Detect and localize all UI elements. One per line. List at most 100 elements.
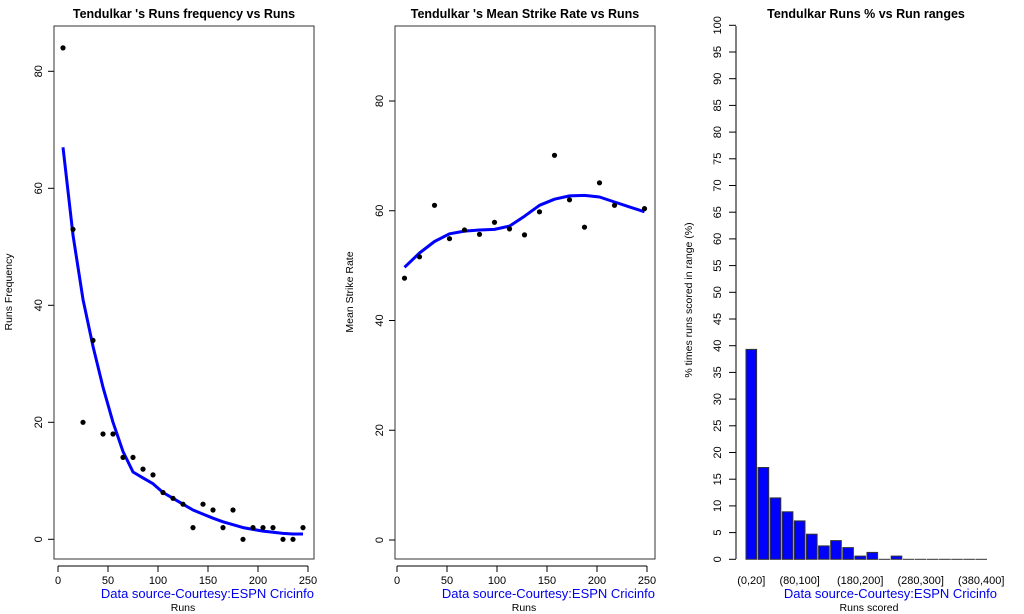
x-tick-label: (80,100] [780, 575, 820, 587]
y-tick-label: 100 [712, 16, 724, 34]
y-tick-label: 60 [33, 182, 45, 194]
y-tick-label: 30 [712, 393, 724, 405]
y-tick-label: 35 [712, 366, 724, 378]
data-point [240, 536, 246, 542]
panel-strike-rate: Tendulkar 's Mean Strike Rate vs Runs 0 5… [344, 7, 656, 614]
y-tick-label: 40 [712, 340, 724, 352]
y-tick-label: 80 [712, 126, 724, 138]
y-tick-label: 20 [374, 424, 386, 436]
chart-title: Tendulkar 's Runs frequency vs Runs [73, 7, 295, 21]
chart-title: Tendulkar 's Mean Strike Rate vs Runs [411, 7, 640, 21]
data-point [230, 507, 236, 513]
data-point [280, 536, 286, 542]
y-tick-label: 80 [33, 65, 45, 77]
data-point [536, 209, 543, 215]
y-tick-label: 85 [712, 99, 724, 111]
data-point [140, 466, 146, 472]
y-tick-label: 0 [374, 537, 386, 543]
x-tick-label: 200 [588, 575, 606, 587]
data-point [220, 525, 226, 531]
chart-title: Tendulkar Runs % vs Run ranges [767, 7, 965, 21]
panel-runs-frequency: Tendulkar 's Runs frequency vs Runs 0 50 1… [3, 7, 317, 614]
fit-line [403, 193, 645, 269]
bar [890, 555, 903, 560]
y-tick-label: 5 [712, 530, 724, 536]
data-point [180, 501, 186, 507]
data-point [446, 236, 453, 242]
data-point [120, 454, 126, 460]
data-point [521, 232, 528, 238]
x-tick-label: (280,300] [897, 575, 943, 587]
x-tick-label: 150 [538, 575, 556, 587]
x-tick-label: 250 [299, 575, 317, 587]
y-axis-label: Mean Strike Rate [344, 251, 356, 332]
x-tick-label: 250 [638, 575, 656, 587]
data-point [476, 231, 483, 237]
bar [854, 555, 867, 560]
x-tick-label: 200 [249, 575, 267, 587]
y-tick-label: 70 [712, 179, 724, 191]
bar [793, 520, 806, 560]
x-tick-label: 0 [55, 575, 61, 587]
data-point [60, 45, 66, 51]
data-point [260, 525, 266, 531]
data-point [190, 525, 196, 531]
x-tick-label: 50 [441, 575, 453, 587]
data-point [170, 495, 176, 501]
data-point [160, 489, 166, 496]
x-tick-label: 100 [149, 575, 167, 587]
data-source-note: Data source-Courtesy:ESPN Cricinfo [784, 586, 997, 601]
y-tick-label: 80 [374, 95, 386, 107]
plot-box [394, 25, 656, 560]
data-point [566, 197, 573, 203]
y-tick-label: 10 [712, 500, 724, 512]
x-tick-label: (180,200] [837, 575, 883, 587]
data-point [150, 472, 156, 478]
data-point [290, 536, 296, 542]
x-tick-label: 100 [488, 575, 506, 587]
panel-run-ranges: Tendulkar Runs % vs Run ranges 0 5 10 15 20 2… [683, 7, 1004, 614]
y-axis-label: Runs Frequency [3, 253, 15, 331]
plot-box [53, 25, 315, 560]
x-tick-label: 50 [102, 575, 114, 587]
data-point [270, 525, 276, 531]
data-point [461, 227, 468, 233]
y-tick-label: 40 [33, 299, 45, 311]
data-point [100, 431, 106, 437]
y-axis-label: % times runs scored in range (%) [683, 222, 695, 377]
data-point [110, 431, 116, 437]
y-tick-label: 75 [712, 153, 724, 165]
data-point [210, 507, 216, 513]
y-tick-label: 15 [712, 473, 724, 485]
x-axis-label: Runs [171, 602, 196, 614]
data-point [200, 501, 206, 507]
y-tick-label: 50 [712, 286, 724, 298]
bar [830, 540, 842, 560]
data-point [250, 525, 256, 531]
y-tick-label: 20 [712, 446, 724, 458]
bar [745, 348, 758, 560]
x-axis-label: Runs [512, 602, 537, 614]
x-tick-label: (380,400] [958, 575, 1004, 587]
data-point [130, 454, 136, 460]
y-tick-label: 65 [712, 206, 724, 218]
data-point [611, 202, 618, 208]
y-tick-label: 90 [712, 73, 724, 85]
y-tick-label: 55 [712, 259, 724, 271]
data-source-note: Data source-Courtesy:ESPN Cricinfo [101, 586, 314, 601]
x-tick-label: 150 [199, 575, 217, 587]
bar [818, 545, 830, 560]
y-tick-label: 60 [374, 205, 386, 217]
bar [757, 467, 770, 560]
y-tick-label: 25 [712, 420, 724, 432]
bar [842, 547, 854, 560]
y-tick-label: 60 [712, 233, 724, 245]
y-tick-label: 95 [712, 46, 724, 58]
y-tick-label: 0 [33, 536, 45, 542]
x-axis-label: Runs scored [840, 602, 899, 614]
y-tick-label: 20 [33, 416, 45, 428]
data-point [641, 206, 648, 212]
y-tick-label: 45 [712, 313, 724, 325]
bar [781, 511, 794, 560]
